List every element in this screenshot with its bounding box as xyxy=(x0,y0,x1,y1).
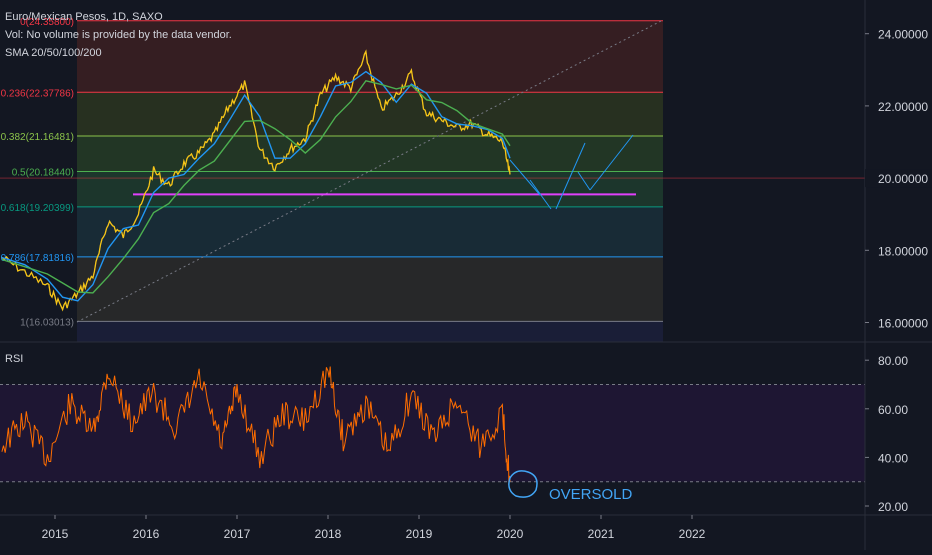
rsi-line xyxy=(1,366,511,485)
price-tick-label: 16.00000 xyxy=(878,317,928,331)
oversold-marker-icon xyxy=(508,470,538,498)
rsi-tick-label: 80.00 xyxy=(878,354,908,368)
price-tick-label: 22.00000 xyxy=(878,100,928,114)
time-tick-label: 2017 xyxy=(224,527,251,541)
price-tick-label: 18.00000 xyxy=(878,244,928,258)
fib-level-label: 0.382(21.16481) xyxy=(1,132,74,143)
time-tick-label: 2018 xyxy=(315,527,342,541)
rsi-tick-label: 60.00 xyxy=(878,403,908,417)
fib-level-label: 0(24.35800) xyxy=(20,17,74,28)
price-line xyxy=(1,49,511,312)
price-pane[interactable]: 0(24.35800) 0.236(22.37786) 0.382(21.16481… xyxy=(0,17,865,342)
indicator-legend: SMA 20/50/100/200 xyxy=(5,47,102,59)
volume-note: Vol: No volume is provided by the data v… xyxy=(5,29,232,41)
fib-level-label: 0.236(22.37786) xyxy=(1,88,74,99)
fib-zone xyxy=(77,171,663,207)
time-tick-label: 2019 xyxy=(406,527,433,541)
time-tick-label: 2016 xyxy=(133,527,160,541)
time-tick-label: 2015 xyxy=(42,527,69,541)
rsi-tick-label: 20.00 xyxy=(878,500,908,514)
price-tick-label: 24.00000 xyxy=(878,28,928,42)
fib-level-label: 0.618(19.20399) xyxy=(1,203,74,214)
current-price-label: 20.00000 xyxy=(878,172,928,186)
sma-20-line xyxy=(1,70,511,302)
fib-zone xyxy=(77,206,663,257)
time-tick-label: 2021 xyxy=(588,527,615,541)
rsi-band xyxy=(0,384,865,482)
projection-arrows xyxy=(509,134,634,210)
rsi-title: RSI xyxy=(5,353,24,365)
current-price-tag xyxy=(865,169,932,188)
fib-zone xyxy=(77,321,663,342)
time-tick-label: 2022 xyxy=(679,527,706,541)
fib-level-label: 1(16.03013) xyxy=(20,317,74,328)
oversold-annotation: OVERSOLD xyxy=(549,486,633,503)
fib-level-label: 0.786(17.81816) xyxy=(1,253,74,264)
fib-zone xyxy=(77,92,663,137)
rsi-tick-label: 40.00 xyxy=(878,451,908,465)
rsi-pane[interactable]: OVERSOLD xyxy=(0,366,865,504)
fib-zone xyxy=(77,20,663,93)
symbol-title: Euro/Mexican Pesos, 1D, SAXO xyxy=(5,11,163,23)
fib-zone xyxy=(77,136,663,172)
fib-level-label: 0.5(20.18440) xyxy=(12,167,74,178)
fib-zone xyxy=(77,256,663,322)
sma-50-line xyxy=(1,80,511,294)
time-tick-label: 2020 xyxy=(497,527,524,541)
